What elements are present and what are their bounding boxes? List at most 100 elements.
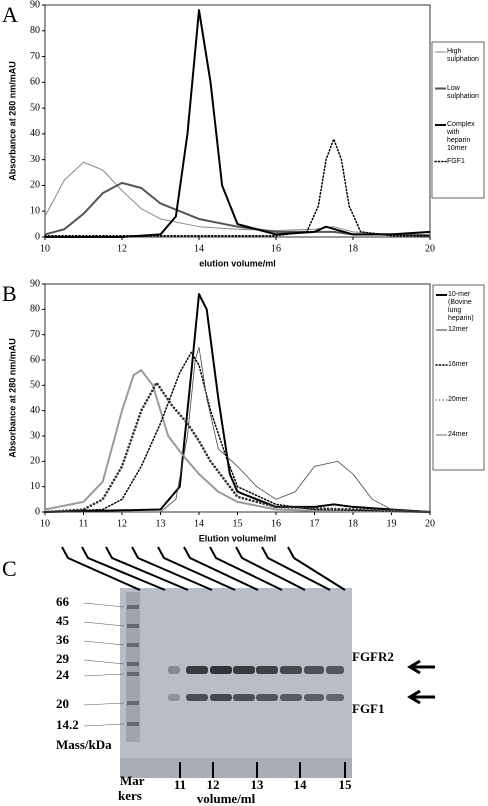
panel-label: C: [2, 556, 17, 581]
band: [186, 666, 208, 674]
x-axis-label: Elution volume/ml: [199, 533, 277, 543]
band: [168, 694, 180, 701]
marker-leader: [83, 640, 125, 646]
marker-leader: [83, 602, 125, 608]
legend-entry: 10-mer (Bovine lung heparin): [448, 291, 474, 322]
fraction-lines: [61, 546, 346, 591]
marker-band: [127, 722, 139, 726]
y-tick-label: 90: [30, 0, 40, 10]
marker-lane-label: kers: [118, 788, 142, 803]
band-arrows: [407, 659, 435, 705]
marker-mass: 24: [56, 667, 70, 682]
volume-tick-label: 12: [207, 777, 220, 792]
y-tick-label: 50: [30, 102, 40, 113]
gel-bottom: [120, 758, 352, 778]
y-tick-label: 60: [30, 354, 40, 365]
y-tick-label: 80: [30, 25, 40, 36]
series-line: [45, 346, 431, 513]
series-line: [44, 293, 431, 513]
legend-entry: High sulphation: [447, 48, 479, 63]
band: [280, 666, 302, 674]
band: [256, 666, 278, 674]
marker-mass: 20: [56, 696, 69, 711]
y-tick-label: 40: [30, 405, 40, 416]
x-tick-label: 17: [310, 518, 320, 529]
legend-label: Complex with heparin 10mer: [447, 121, 475, 152]
volume-tick-label: 15: [339, 777, 353, 792]
marker-leader: [83, 621, 125, 627]
legend-entry: Complex with heparin 10mer: [447, 121, 475, 152]
y-axis-label: Absorbance at 280 nm/mAU: [7, 61, 17, 181]
marker-band: [127, 672, 139, 676]
marker-band: [127, 701, 139, 705]
band: [233, 666, 255, 674]
legend-box: [431, 41, 485, 199]
x-tick-label: 18: [348, 518, 358, 529]
band-label: FGF1: [352, 701, 385, 716]
x-tick-label: 14: [194, 518, 204, 529]
x-tick-label: 11: [79, 518, 89, 529]
series-line: [44, 351, 431, 513]
legend-label: FGF1: [447, 157, 465, 165]
x-tick-label: 12: [117, 518, 127, 529]
volume-tick-label: 11: [174, 777, 186, 792]
legend-entry: Low sulphation: [447, 84, 479, 100]
y-tick-label: 20: [30, 180, 40, 191]
x-tick-label: 19: [387, 518, 397, 529]
volume-label: volume/ml: [197, 791, 256, 806]
band: [210, 694, 232, 701]
gel-image: [120, 588, 352, 778]
band-label: FGFR2: [352, 649, 394, 664]
plot-frame: [44, 283, 431, 513]
marker-band: [127, 605, 139, 609]
marker-mass: 36: [56, 632, 70, 647]
y-tick-label: 60: [30, 77, 40, 88]
band: [256, 694, 278, 701]
legend-label: 10-mer (Bovine lung heparin): [448, 291, 474, 322]
marker-mass: 66: [56, 594, 70, 609]
y-tick-label: 0: [35, 506, 40, 517]
x-tick-label: 16: [271, 518, 281, 529]
y-tick-label: 0: [35, 231, 40, 242]
legend-entry: FGF1: [447, 157, 465, 165]
y-tick-label: 70: [30, 51, 40, 62]
legend-label: 20mer: [448, 396, 468, 403]
mass-label: Mass/kDa: [56, 737, 112, 752]
legend-label: Low sulphation: [447, 84, 479, 100]
legend-entry: 20mer: [448, 396, 468, 403]
y-tick-label: 80: [30, 304, 40, 315]
y-tick-label: 20: [30, 456, 40, 467]
x-tick-label: 20: [425, 518, 435, 529]
series-line: [44, 181, 431, 237]
volume-tick-label: 13: [251, 777, 265, 792]
x-tick-label: 16: [271, 243, 281, 254]
x-tick-label: 18: [348, 243, 358, 254]
marker-band: [127, 662, 139, 666]
marker-mass: 45: [56, 613, 70, 628]
legend-label: 24mer: [448, 431, 468, 438]
legend-entry: 12mer: [448, 326, 468, 333]
x-axis-label: elution volume/ml: [199, 258, 276, 268]
marker-mass: 29: [56, 651, 70, 666]
x-tick-label: 10: [40, 243, 50, 254]
y-tick-label: 90: [30, 278, 40, 289]
marker-mass: 14.2: [56, 717, 79, 732]
plot-frame: [44, 4, 431, 238]
marker-leader: [83, 702, 125, 706]
marker-band: [127, 624, 139, 628]
band: [304, 694, 324, 701]
band: [210, 666, 232, 674]
x-tick-label: 20: [425, 243, 435, 254]
legend-entry: 24mer: [448, 431, 468, 438]
marker-lane-label: Mar: [120, 773, 145, 788]
y-tick-label: 30: [30, 154, 40, 165]
y-tick-label: 40: [30, 128, 40, 139]
legend-label: High sulphation: [447, 48, 479, 63]
x-tick-label: 12: [117, 243, 127, 254]
series-line: [44, 138, 431, 237]
y-tick-label: 10: [30, 206, 40, 217]
y-tick-label: 10: [30, 481, 40, 492]
band: [186, 694, 208, 701]
panel-label: B: [2, 281, 17, 306]
